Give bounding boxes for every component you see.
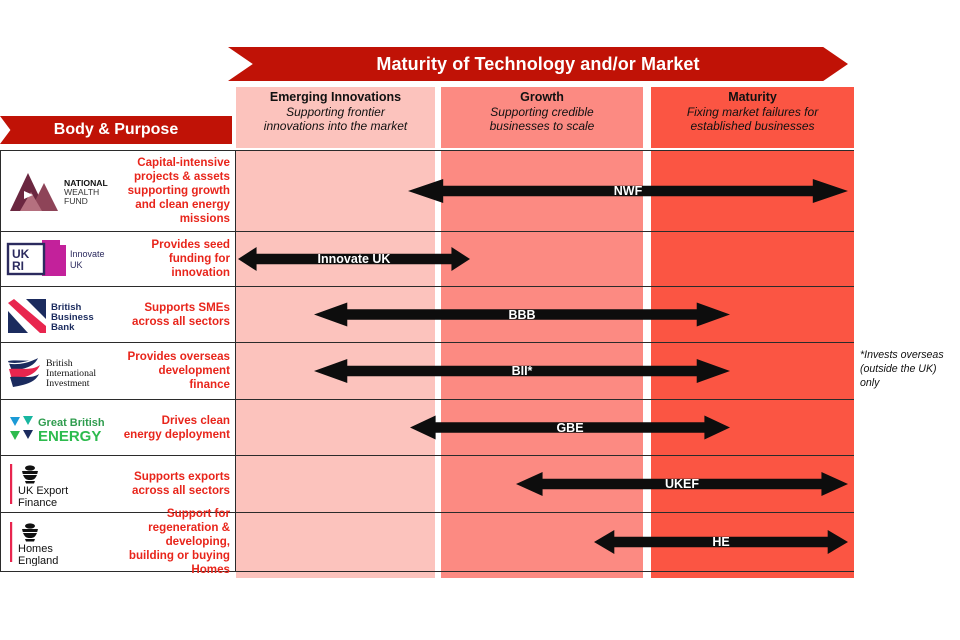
row-arrow-track: BII* [236, 343, 854, 399]
column-band-growth [441, 150, 643, 578]
column-title: Growth [520, 90, 564, 104]
svg-text:British: British [51, 302, 82, 313]
svg-text:Bank: Bank [51, 322, 75, 333]
row-arrow-track: UKEF [236, 456, 854, 512]
column-subtitle-line2: established businesses [690, 118, 815, 133]
arrow-gbe: GBE [410, 415, 730, 441]
column-band-maturity [651, 150, 854, 578]
ukri-innovate-uk-logo: UK RI Innovate UK [1, 232, 119, 286]
svg-text:Great British: Great British [38, 417, 105, 429]
footnote-invests-overseas: *Invests overseas (outside the UK) only [860, 349, 944, 389]
maturity-banner: Maturity of Technology and/or Market [228, 47, 848, 81]
arrow-label: NWF [613, 184, 643, 198]
column-header-maturity: Maturity Fixing market failures for esta… [651, 87, 854, 148]
column-subtitle-line1: Supporting frontier [286, 104, 385, 119]
column-title: Emerging Innovations [269, 90, 402, 104]
svg-text:Finance: Finance [18, 497, 57, 508]
uk-export-finance-logo: UK Export Finance [1, 456, 119, 512]
row-left-cell: British Business Bank Supports SMEs acro… [0, 287, 236, 342]
matrix-rows: NATIONAL WEALTH FUND Capital-intensive p… [0, 150, 854, 576]
arrow-label: Innovate UK [317, 252, 391, 266]
svg-text:Investment: Investment [46, 378, 90, 389]
column-subtitle-line1: Fixing market failures for [686, 104, 819, 119]
arrow-label: BII* [511, 364, 533, 378]
row-arrow-track: GBE [236, 400, 854, 455]
arrow-bbb: BBB [314, 302, 730, 328]
row-purpose: Provides overseas development finance [127, 350, 230, 391]
svg-text:RI: RI [12, 259, 24, 273]
table-row: British Business Bank Supports SMEs acro… [0, 286, 854, 343]
row-left-cell: British International Investment Provide… [0, 343, 236, 399]
svg-text:FUND: FUND [64, 196, 88, 206]
column-subtitle-line2: innovations into the market [263, 118, 408, 133]
arrow-he: HE [594, 529, 848, 555]
row-left-cell: UK Export Finance Supports exports acros… [0, 456, 236, 512]
body-purpose-banner: Body & Purpose [0, 116, 232, 144]
table-row: NATIONAL WEALTH FUND Capital-intensive p… [0, 150, 854, 232]
row-purpose: Provides seed funding for innovation [151, 238, 230, 279]
arrow-label: UKEF [664, 477, 700, 491]
maturity-banner-label: Maturity of Technology and/or Market [376, 53, 700, 74]
row-arrow-track: NWF [236, 151, 854, 231]
row-arrow-track: Innovate UK [236, 232, 854, 286]
arrow-innovate-uk: Innovate UK [238, 246, 470, 272]
maturity-banner-shape [228, 47, 848, 81]
row-purpose: Supports exports across all sectors [132, 470, 230, 497]
row-purpose: Capital-intensive projects & assets supp… [127, 156, 230, 225]
column-header-growth: Growth Supporting credible businesses to… [441, 87, 643, 148]
svg-text:England: England [18, 555, 58, 566]
row-arrow-track: HE [236, 513, 854, 571]
row-left-cell: UK RI Innovate UK Provides seed funding … [0, 232, 236, 286]
national-wealth-fund-logo: NATIONAL WEALTH FUND [1, 151, 119, 231]
british-business-bank-logo: British Business Bank [1, 287, 119, 342]
homes-england-logo: Homes England [1, 513, 119, 571]
great-british-energy-logo: Great British ENERGY [1, 400, 119, 455]
arrow-ukef: UKEF [516, 471, 848, 497]
column-header-emerging-innovations: Emerging Innovations Supporting frontier… [236, 87, 435, 148]
svg-text:UK: UK [12, 247, 30, 261]
svg-text:ENERGY: ENERGY [38, 428, 101, 445]
body-purpose-label: Body & Purpose [53, 121, 179, 138]
row-left-cell: NATIONAL WEALTH FUND Capital-intensive p… [0, 151, 236, 231]
svg-text:International: International [46, 368, 96, 379]
table-row: UK Export Finance Supports exports acros… [0, 455, 854, 513]
arrow-bii: BII* [314, 358, 730, 384]
row-purpose: Drives clean energy deployment [123, 413, 230, 441]
row-purpose: Supports SMEs across all sectors [132, 300, 230, 328]
column-subtitle-line2: businesses to scale [489, 118, 595, 133]
svg-text:British: British [46, 358, 73, 369]
svg-text:NATIONAL: NATIONAL [64, 178, 108, 188]
row-arrow-track: BBB [236, 287, 854, 342]
column-title: Maturity [728, 90, 777, 104]
column-subtitle-line1: Supporting credible [490, 104, 594, 119]
row-left-cell: Great British ENERGY Drives clean energy… [0, 400, 236, 455]
row-purpose: Support for regeneration & developing, b… [128, 507, 230, 576]
british-international-investment-logo: British International Investment [1, 343, 119, 399]
svg-text:WEALTH: WEALTH [64, 187, 99, 197]
svg-text:UK: UK [70, 260, 83, 270]
table-row: Great British ENERGY Drives clean energy… [0, 399, 854, 456]
row-left-cell: Homes England Support for regeneration &… [0, 507, 236, 576]
svg-text:Business: Business [51, 312, 94, 323]
svg-text:UK Export: UK Export [18, 485, 68, 497]
arrow-label: HE [712, 535, 730, 549]
svg-text:Innovate: Innovate [70, 249, 105, 259]
table-row: UK RI Innovate UK Provides seed funding … [0, 231, 854, 287]
arrow-label: BBB [508, 307, 536, 322]
table-row: British International Investment Provide… [0, 342, 854, 400]
svg-text:Homes: Homes [18, 543, 53, 555]
arrow-nwf: NWF [408, 178, 848, 204]
arrow-label: GBE [556, 420, 584, 435]
table-row: Homes England Support for regeneration &… [0, 507, 854, 576]
